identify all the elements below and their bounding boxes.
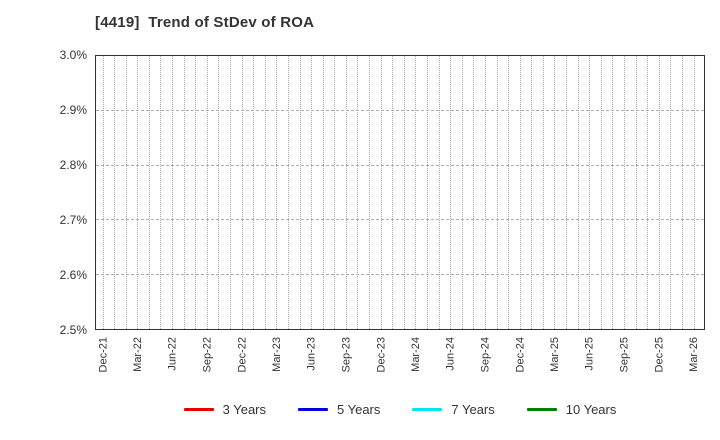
- vertical-gridline: [160, 56, 162, 329]
- legend-line-swatch: [526, 408, 557, 411]
- vertical-gridline: [183, 56, 185, 329]
- vertical-gridline: [287, 56, 289, 329]
- horizontal-gridline: [96, 110, 704, 112]
- vertical-gridline: [438, 56, 440, 329]
- vertical-gridline: [554, 56, 556, 329]
- horizontal-gridline: [96, 164, 704, 166]
- vertical-gridline: [577, 56, 579, 329]
- vertical-gridline: [403, 56, 405, 329]
- vertical-gridline: [635, 56, 637, 329]
- legend-line-swatch: [412, 408, 443, 411]
- vertical-gridline: [415, 56, 417, 329]
- vertical-gridline: [311, 56, 313, 329]
- vertical-gridline: [426, 56, 428, 329]
- legend-label: 7 Years: [451, 402, 495, 417]
- chart-title: [4419] Trend of StDev of ROA: [95, 14, 315, 31]
- vertical-gridline: [496, 56, 498, 329]
- vertical-gridline: [508, 56, 510, 329]
- vertical-gridline: [647, 56, 649, 329]
- horizontal-gridline: [96, 273, 704, 275]
- vertical-gridline: [566, 56, 568, 329]
- vertical-gridline: [484, 56, 486, 329]
- vertical-gridline: [658, 56, 660, 329]
- vertical-gridline: [589, 56, 591, 329]
- legend-item-3-years: 3 Years: [183, 402, 266, 417]
- vertical-gridline: [264, 56, 266, 329]
- vertical-gridline: [334, 56, 336, 329]
- y-tick-label: 3.0%: [59, 48, 87, 62]
- vertical-gridline: [218, 56, 220, 329]
- vertical-gridline: [148, 56, 150, 329]
- legend-line-swatch: [298, 408, 328, 411]
- vertical-gridline: [299, 56, 301, 329]
- vertical-gridline: [253, 56, 255, 329]
- vertical-gridline: [357, 56, 359, 329]
- vertical-gridline: [461, 56, 463, 329]
- vertical-gridline: [612, 56, 614, 329]
- legend-label: 3 Years: [222, 402, 266, 417]
- y-tick-label: 2.7%: [59, 213, 87, 227]
- legend-line-swatch: [183, 408, 214, 411]
- vertical-gridline: [681, 56, 683, 329]
- vertical-gridline: [693, 56, 695, 329]
- legend-item-7-years: 7 Years: [412, 402, 495, 417]
- legend-label: 10 Years: [565, 402, 617, 417]
- vertical-gridline: [241, 56, 243, 329]
- vertical-gridline: [519, 56, 521, 329]
- vertical-gridline: [102, 56, 104, 329]
- y-tick-label: 2.6%: [59, 268, 87, 282]
- legend: 3 Years 5 Years 7 Years 10 Years: [95, 402, 705, 417]
- vertical-gridline: [450, 56, 452, 329]
- vertical-gridline: [600, 56, 602, 329]
- vertical-gridline: [206, 56, 208, 329]
- legend-label: 5 Years: [337, 402, 381, 417]
- vertical-gridline: [392, 56, 394, 329]
- y-tick-label: 2.9%: [59, 103, 87, 117]
- vertical-gridline: [229, 56, 231, 329]
- vertical-gridline: [670, 56, 672, 329]
- y-tick-label: 2.5%: [59, 323, 87, 337]
- vertical-gridline: [276, 56, 278, 329]
- vertical-gridline: [473, 56, 475, 329]
- vertical-gridline: [172, 56, 174, 329]
- vertical-gridline: [531, 56, 533, 329]
- y-tick-label: 2.8%: [59, 158, 87, 172]
- vertical-gridline: [623, 56, 625, 329]
- vertical-gridline: [125, 56, 127, 329]
- horizontal-gridline: [96, 219, 704, 221]
- vertical-gridline: [380, 56, 382, 329]
- plot-area: [95, 55, 705, 330]
- vertical-gridline: [369, 56, 371, 329]
- vertical-gridline: [114, 56, 116, 329]
- legend-item-10-years: 10 Years: [526, 402, 617, 417]
- legend-item-5-years: 5 Years: [298, 402, 380, 417]
- vertical-gridline: [542, 56, 544, 329]
- vertical-gridline: [137, 56, 139, 329]
- vertical-gridline: [345, 56, 347, 329]
- vertical-gridline: [322, 56, 324, 329]
- vertical-gridline: [195, 56, 197, 329]
